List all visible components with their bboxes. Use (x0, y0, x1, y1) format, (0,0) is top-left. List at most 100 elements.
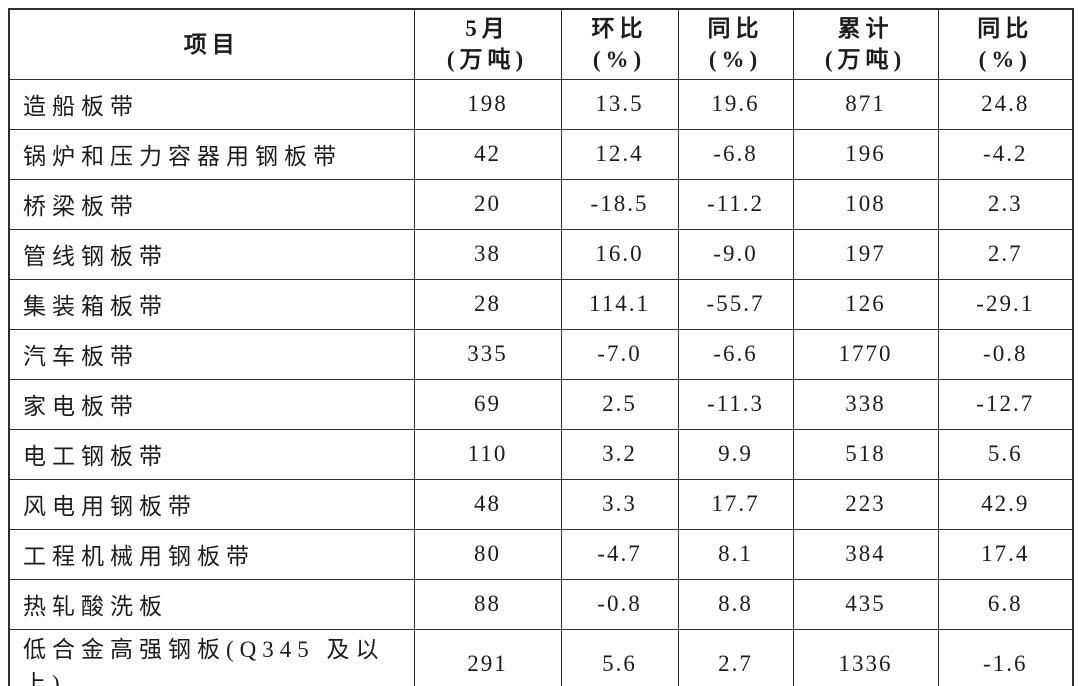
table-row: 造船板带 198 13.5 19.6 871 24.8 (8, 78, 1074, 130)
cumulative-yoy-pct-cell: 6.8 (937, 578, 1074, 630)
cumulative-volume-cell: 196 (792, 128, 939, 180)
item-name-cell: 热轧酸洗板 (8, 578, 415, 630)
cumulative-yoy-pct-cell: 2.3 (937, 178, 1074, 230)
mom-pct-cell: 3.2 (560, 428, 679, 480)
may-volume-cell: 20 (413, 178, 562, 230)
yoy-pct-cell: -11.3 (677, 378, 794, 430)
may-volume-cell: 291 (413, 628, 562, 686)
mom-pct-cell: -18.5 (560, 178, 679, 230)
table-row: 管线钢板带 38 16.0 -9.0 197 2.7 (8, 228, 1074, 280)
yoy-pct-cell: 9.9 (677, 428, 794, 480)
header-row: 项目 5月 (万吨) 环比 (%) 同比 (%) 累计 (万吨) 同比 (%) (8, 8, 1074, 80)
cumulative-volume-cell: 108 (792, 178, 939, 230)
may-volume-cell: 48 (413, 478, 562, 530)
item-name-cell: 低合金高强钢板(Q345 及以上) (8, 628, 415, 686)
cumulative-yoy-pct-cell: -29.1 (937, 278, 1074, 330)
col-header-item: 项目 (8, 8, 415, 80)
table-row: 电工钢板带 110 3.2 9.9 518 5.6 (8, 428, 1074, 480)
yoy-pct-cell: -55.7 (677, 278, 794, 330)
item-name-cell: 风电用钢板带 (8, 478, 415, 530)
cumulative-volume-cell: 197 (792, 228, 939, 280)
col-header-cumulative-volume-line2: (万吨) (824, 47, 907, 73)
table-row: 锅炉和压力容器用钢板带 42 12.4 -6.8 196 -4.2 (8, 128, 1074, 180)
table-row: 风电用钢板带 48 3.3 17.7 223 42.9 (8, 478, 1074, 530)
item-name-cell: 管线钢板带 (8, 228, 415, 280)
cumulative-volume-cell: 338 (792, 378, 939, 430)
cumulative-volume-cell: 223 (792, 478, 939, 530)
mom-pct-cell: 5.6 (560, 628, 679, 686)
cumulative-volume-cell: 435 (792, 578, 939, 630)
table-row: 热轧酸洗板 88 -0.8 8.8 435 6.8 (8, 578, 1074, 630)
may-volume-cell: 28 (413, 278, 562, 330)
yoy-pct-cell: -11.2 (677, 178, 794, 230)
col-header-may-volume-line2: (万吨) (446, 47, 529, 73)
table-row: 低合金高强钢板(Q345 及以上) 291 5.6 2.7 1336 -1.6 (8, 628, 1074, 686)
table-row: 桥梁板带 20 -18.5 -11.2 108 2.3 (8, 178, 1074, 230)
cumulative-yoy-pct-cell: 24.8 (937, 78, 1074, 130)
col-header-yoy-pct: 同比 (%) (677, 8, 794, 80)
item-name-cell: 电工钢板带 (8, 428, 415, 480)
col-header-cumulative-volume: 累计 (万吨) (792, 8, 939, 80)
mom-pct-cell: -7.0 (560, 328, 679, 380)
col-header-mom-pct: 环比 (%) (560, 8, 679, 80)
may-volume-cell: 80 (413, 528, 562, 580)
may-volume-cell: 38 (413, 228, 562, 280)
may-volume-cell: 69 (413, 378, 562, 430)
col-header-cumulative-yoy-pct-line1: 同比 (977, 16, 1034, 42)
steel-products-table: 项目 5月 (万吨) 环比 (%) 同比 (%) 累计 (万吨) 同比 (%) (8, 8, 1074, 686)
mom-pct-cell: 2.5 (560, 378, 679, 430)
table-body: 造船板带 198 13.5 19.6 871 24.8 锅炉和压力容器用钢板带 … (8, 78, 1074, 686)
yoy-pct-cell: 17.7 (677, 478, 794, 530)
item-name-cell: 集装箱板带 (8, 278, 415, 330)
table-row: 工程机械用钢板带 80 -4.7 8.1 384 17.4 (8, 528, 1074, 580)
cumulative-volume-cell: 384 (792, 528, 939, 580)
cumulative-yoy-pct-cell: 2.7 (937, 228, 1074, 280)
col-header-cumulative-volume-line1: 累计 (837, 16, 894, 42)
cumulative-volume-cell: 1336 (792, 628, 939, 686)
item-name-cell: 工程机械用钢板带 (8, 528, 415, 580)
cumulative-yoy-pct-cell: 5.6 (937, 428, 1074, 480)
yoy-pct-cell: 8.1 (677, 528, 794, 580)
col-header-cumulative-yoy-pct: 同比 (%) (937, 8, 1074, 80)
table-row: 家电板带 69 2.5 -11.3 338 -12.7 (8, 378, 1074, 430)
cumulative-volume-cell: 126 (792, 278, 939, 330)
cumulative-yoy-pct-cell: -1.6 (937, 628, 1074, 686)
cumulative-yoy-pct-cell: 17.4 (937, 528, 1074, 580)
item-name-cell: 造船板带 (8, 78, 415, 130)
yoy-pct-cell: 19.6 (677, 78, 794, 130)
mom-pct-cell: 12.4 (560, 128, 679, 180)
cumulative-yoy-pct-cell: -0.8 (937, 328, 1074, 380)
cumulative-volume-cell: 871 (792, 78, 939, 130)
item-name-cell: 汽车板带 (8, 328, 415, 380)
yoy-pct-cell: -6.6 (677, 328, 794, 380)
table-header: 项目 5月 (万吨) 环比 (%) 同比 (%) 累计 (万吨) 同比 (%) (8, 8, 1074, 80)
item-name-cell: 家电板带 (8, 378, 415, 430)
col-header-may-volume: 5月 (万吨) (413, 8, 562, 80)
table-row: 集装箱板带 28 114.1 -55.7 126 -29.1 (8, 278, 1074, 330)
col-header-cumulative-yoy-pct-line2: (%) (978, 47, 1032, 73)
may-volume-cell: 110 (413, 428, 562, 480)
col-header-mom-pct-line1: 环比 (591, 16, 648, 42)
may-volume-cell: 335 (413, 328, 562, 380)
col-header-yoy-pct-line1: 同比 (707, 16, 764, 42)
col-header-may-volume-line1: 5月 (465, 16, 510, 42)
col-header-item-label: 项目 (183, 31, 240, 57)
may-volume-cell: 198 (413, 78, 562, 130)
cumulative-yoy-pct-cell: -12.7 (937, 378, 1074, 430)
cumulative-volume-cell: 1770 (792, 328, 939, 380)
mom-pct-cell: 16.0 (560, 228, 679, 280)
col-header-mom-pct-line2: (%) (592, 47, 647, 73)
cumulative-yoy-pct-cell: -4.2 (937, 128, 1074, 180)
cumulative-volume-cell: 518 (792, 428, 939, 480)
col-header-yoy-pct-line2: (%) (708, 47, 763, 73)
yoy-pct-cell: -9.0 (677, 228, 794, 280)
mom-pct-cell: -4.7 (560, 528, 679, 580)
may-volume-cell: 42 (413, 128, 562, 180)
mom-pct-cell: 13.5 (560, 78, 679, 130)
yoy-pct-cell: 8.8 (677, 578, 794, 630)
yoy-pct-cell: -6.8 (677, 128, 794, 180)
item-name-cell: 桥梁板带 (8, 178, 415, 230)
table-row: 汽车板带 335 -7.0 -6.6 1770 -0.8 (8, 328, 1074, 380)
may-volume-cell: 88 (413, 578, 562, 630)
mom-pct-cell: 114.1 (560, 278, 679, 330)
